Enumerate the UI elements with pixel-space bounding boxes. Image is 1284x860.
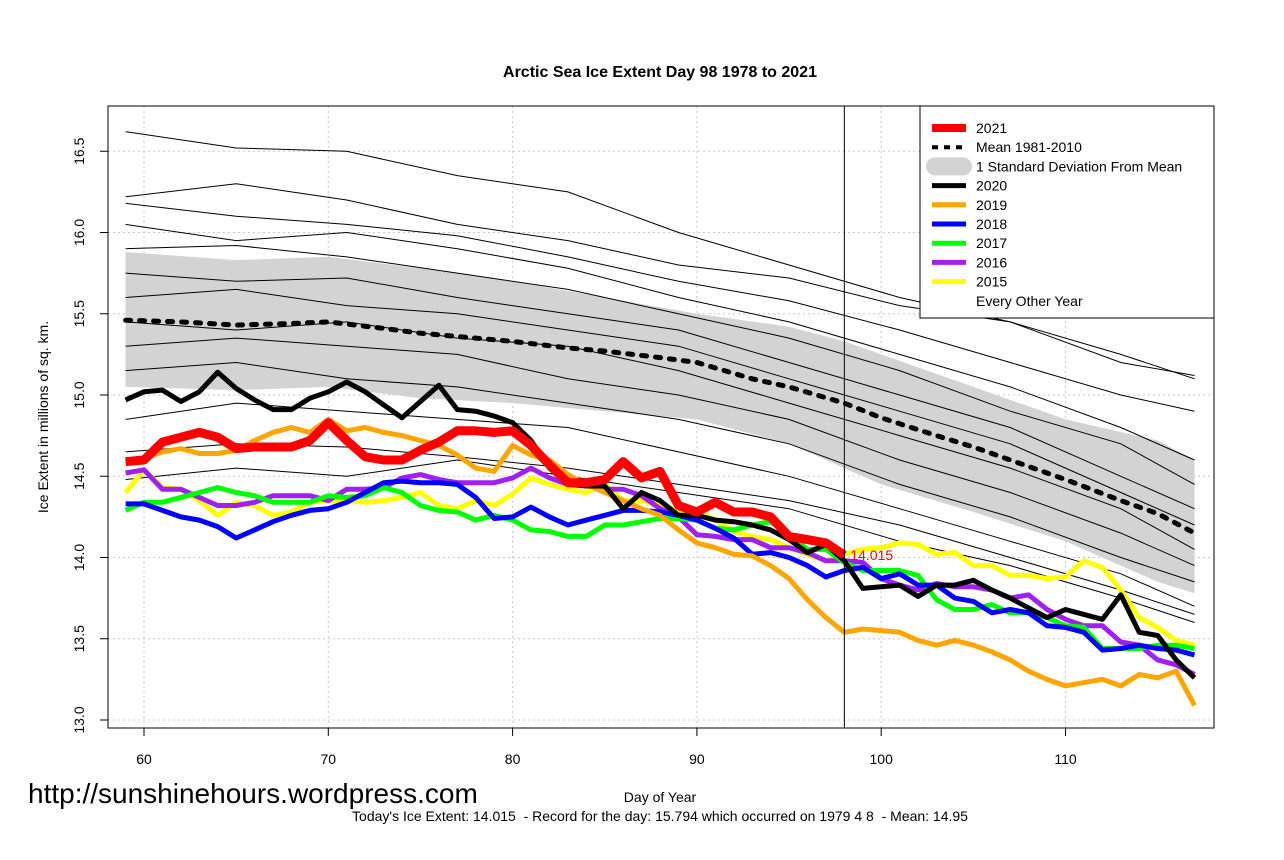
x-tick-label: 110 <box>1054 751 1077 767</box>
x-tick-label: 90 <box>689 751 705 767</box>
other-year-line <box>125 402 1195 607</box>
legend-label: 2019 <box>976 197 1007 213</box>
x-tick-label: 80 <box>505 751 521 767</box>
legend-label: 2015 <box>976 274 1007 290</box>
series-line-2018 <box>125 478 1196 658</box>
y-tick-label: 13.0 <box>71 706 87 733</box>
legend-label: 2017 <box>976 235 1007 251</box>
other-year-line <box>125 244 1195 485</box>
chart-title: Arctic Sea Ice Extent Day 98 1978 to 202… <box>503 64 817 81</box>
plot-frame <box>107 105 1215 729</box>
legend-label: 2016 <box>976 254 1007 270</box>
legend-swatch <box>926 157 972 176</box>
other-year-line <box>125 361 1195 583</box>
watermark-url: http://sunshinehours.wordpress.com <box>28 778 478 809</box>
x-axis: 60 70 80 90 100 110 <box>136 728 1077 767</box>
y-tick-label: 14.5 <box>71 462 87 489</box>
series-line-2015 <box>123 467 1196 648</box>
mean-1981-2010-line <box>123 317 1197 536</box>
mean-line <box>123 317 1197 536</box>
series-line-2016 <box>125 465 1196 677</box>
legend-label: 2018 <box>976 216 1007 232</box>
other-year-line <box>125 288 1195 526</box>
series-line-2020 <box>124 369 1197 680</box>
y-tick-label: 16.5 <box>71 137 87 164</box>
legend-label: 1 Standard Deviation From Mean <box>976 158 1182 174</box>
y-tick-label: 15.0 <box>71 381 87 408</box>
x-axis-label: Day of Year <box>624 789 697 805</box>
legend: 2021 Mean 1981-2010 1 Standard Deviation F… <box>919 105 1215 319</box>
y-axis-label: Ice Extent in millions of sq. km. <box>35 321 51 513</box>
other-years-lines <box>125 131 1195 623</box>
legend-label: Mean 1981-2010 <box>976 139 1082 155</box>
legend-label: 2021 <box>976 120 1007 136</box>
other-year-line <box>125 202 1195 412</box>
series-line-2019 <box>125 416 1197 707</box>
y-tick-label: 16.0 <box>71 219 87 246</box>
other-year-line <box>125 337 1195 567</box>
y-tick-label: 14.0 <box>71 544 87 571</box>
footer-summary: Today's Ice Extent: 14.015 - Record for … <box>352 808 968 824</box>
y-tick-label: 15.5 <box>71 300 87 327</box>
y-axis: 13.0 13.5 14.0 14.5 15.0 15.5 16.0 16.5 <box>71 137 108 734</box>
x-tick-label: 70 <box>321 751 337 767</box>
legend-label: Every Other Year <box>976 293 1083 309</box>
sd-band-area <box>125 252 1195 594</box>
legend-box <box>919 105 1215 319</box>
other-year-line <box>125 183 1195 380</box>
other-year-line <box>125 272 1195 510</box>
other-year-line <box>125 223 1195 461</box>
y-tick-label: 13.5 <box>71 625 87 652</box>
other-year-line <box>125 443 1195 615</box>
sd-band <box>125 252 1195 594</box>
x-tick-label: 100 <box>870 751 894 767</box>
current-value-label: 14.015 <box>850 547 893 563</box>
other-year-line <box>125 131 1195 376</box>
year-series <box>123 369 1197 707</box>
legend-label: 2020 <box>976 178 1007 194</box>
x-tick-label: 60 <box>136 751 152 767</box>
series-line-2021 <box>125 418 847 559</box>
